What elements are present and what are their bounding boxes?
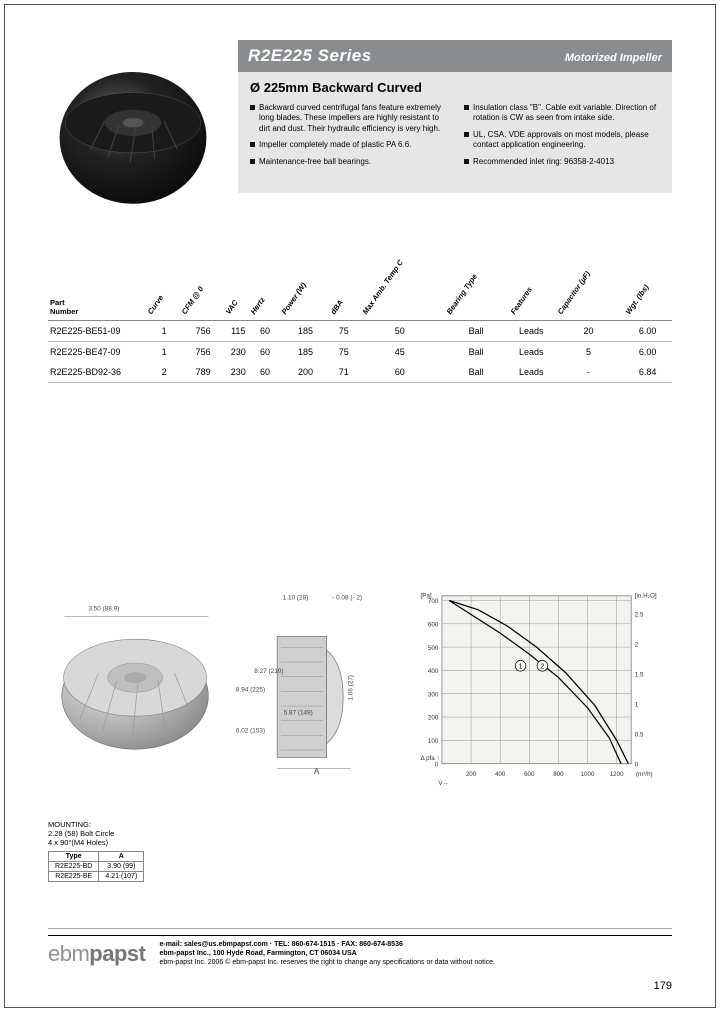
svg-text:600: 600 (428, 621, 439, 628)
infobox-titlebar: R2E225 Series Motorized Impeller (238, 40, 672, 72)
table-row: R2E225-BE47-091756230601857545BallLeads5… (48, 341, 672, 362)
svg-text:300: 300 (428, 691, 439, 698)
dim-side-1: 8.94 (225) (236, 686, 265, 693)
infobox-subtitle: Ø 225mm Backward Curved (250, 80, 660, 95)
svg-text:1200: 1200 (610, 771, 624, 778)
bullet-item: Insulation class "B". Cable exit variabl… (464, 103, 660, 124)
dim-side-3: 5.87 (149) (284, 709, 313, 716)
col-header: VAC (226, 280, 251, 320)
col-header: dBA (331, 280, 356, 320)
dimensional-drawing: 3.50 (88.9) 1.10 (28) - 0.08 (- 2) 8.94 … (48, 581, 378, 882)
bullet-item: Maintenance-free ball bearings. (250, 157, 446, 167)
svg-text:1000: 1000 (581, 771, 595, 778)
svg-text:200: 200 (428, 715, 439, 722)
info-box: R2E225 Series Motorized Impeller Ø 225mm… (238, 40, 672, 193)
svg-text:500: 500 (428, 645, 439, 652)
col-header: Wgt. (lbs) (623, 280, 672, 320)
svg-text:400: 400 (428, 668, 439, 675)
dim-top-right: - 0.08 (- 2) (332, 595, 362, 602)
svg-text:[Pa]: [Pa] (421, 593, 432, 600)
dim-top-left: 3.50 (88.9) (88, 606, 119, 613)
bullet-item: Backward curved centrifugal fans feature… (250, 103, 446, 134)
dim-side-2: 8.27 (210) (254, 668, 283, 675)
table-row: R2E225-BD92-362789230602007160BallLeads-… (48, 362, 672, 383)
bullet-item: Recommended inlet ring: 96358-2-4013 (464, 157, 660, 167)
svg-text:2.5: 2.5 (635, 611, 644, 618)
performance-chart: 2004006008001000120001002003004005006007… (408, 581, 658, 882)
dim-top-mid: 1.10 (28) (283, 595, 309, 602)
header-section: R2E225 Series Motorized Impeller Ø 225mm… (48, 40, 672, 220)
svg-text:1.5: 1.5 (635, 671, 644, 678)
svg-text:0: 0 (635, 761, 639, 768)
svg-text:(m³/h): (m³/h) (636, 771, 653, 778)
logo: ebmpapst (48, 937, 145, 967)
table-row: R2E225-BE51-091756115601857550BallLeads2… (48, 320, 672, 341)
svg-text:Δ pfa ↑: Δ pfa ↑ (421, 755, 440, 762)
svg-text:V̇→: V̇→ (438, 780, 448, 787)
svg-text:1: 1 (635, 701, 639, 708)
svg-text:200: 200 (466, 771, 477, 778)
spec-header-row: PartNumberCurveCFM @ 0VACHertzPower (W)d… (48, 280, 672, 320)
bullets-right: Insulation class "B". Cable exit variabl… (464, 103, 660, 173)
spec-table: PartNumberCurveCFM @ 0VACHertzPower (W)d… (48, 280, 672, 383)
svg-text:400: 400 (495, 771, 506, 778)
col-header: Curve (148, 280, 180, 320)
svg-text:0.5: 0.5 (635, 731, 644, 738)
svg-text:800: 800 (553, 771, 564, 778)
col-header: PartNumber (48, 280, 148, 320)
svg-text:1: 1 (519, 662, 523, 670)
series-subtitle-right: Motorized Impeller (565, 52, 662, 64)
footer: ebmpapst e-mail: sales@us.ebmpapst.com ·… (48, 935, 672, 967)
product-photo (48, 50, 218, 220)
type-table: TypeA R2E225-BD3.90 (99)R2E225-BE4.21 (1… (48, 851, 144, 882)
footer-text: e-mail: sales@us.ebmpapst.com · TEL: 860… (159, 936, 495, 967)
col-header: Hertz (251, 280, 280, 320)
svg-text:600: 600 (524, 771, 535, 778)
diagrams-row: 3.50 (88.9) 1.10 (28) - 0.08 (- 2) 8.94 … (48, 581, 672, 882)
page-number: 179 (654, 980, 672, 992)
svg-text:2: 2 (635, 641, 639, 648)
bullet-item: Impeller completely made of plastic PA 6… (250, 140, 446, 150)
mounting-note: MOUNTING: 2.28 (58) Bolt Circle 4 x 90°(… (48, 820, 378, 847)
svg-text:2: 2 (540, 662, 544, 670)
bullet-item: UL, CSA, VDE approvals on most models, p… (464, 130, 660, 151)
col-header: Max Amb. Temp C (356, 280, 443, 320)
col-header: Power (W) (280, 280, 332, 320)
col-header: Features (509, 280, 554, 320)
col-header: Capacitor (µF) (554, 280, 624, 320)
bullets-left: Backward curved centrifugal fans feature… (250, 103, 446, 173)
dim-right: 1.06 (27) (347, 675, 354, 701)
dim-side-4: 6.02 (153) (236, 728, 265, 735)
series-title: R2E225 Series (248, 46, 372, 66)
svg-text:[in.H₂O]: [in.H₂O] (635, 593, 657, 600)
svg-text:100: 100 (428, 738, 439, 745)
col-header: CFM @ 0 (180, 280, 226, 320)
svg-text:0: 0 (435, 761, 439, 768)
col-header: Bearing Type (443, 280, 508, 320)
